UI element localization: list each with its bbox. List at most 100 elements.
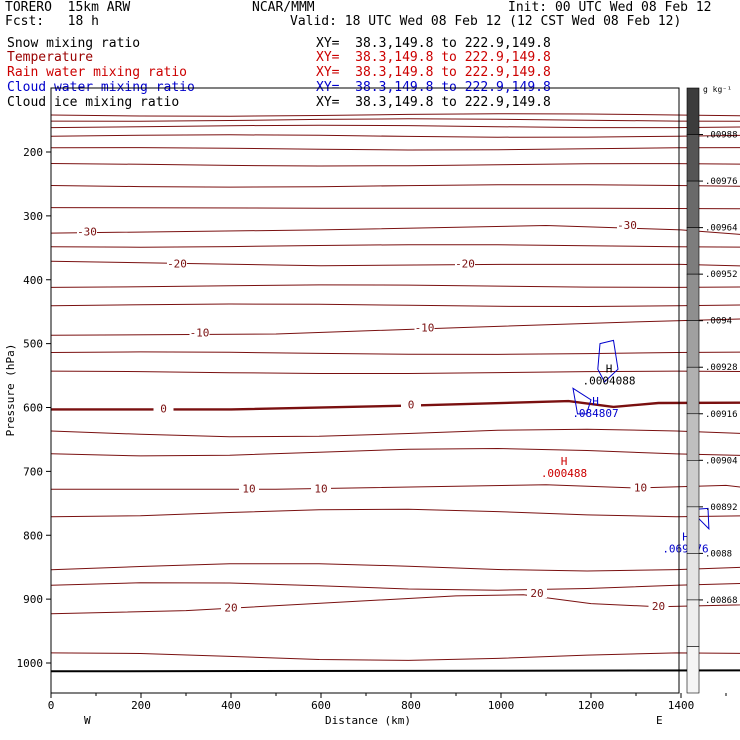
isotherm-label: 10 bbox=[242, 482, 255, 495]
colorbar-label: .00988 bbox=[705, 131, 738, 141]
isotherm-label-bg bbox=[221, 601, 241, 613]
org-title: NCAR/MMM bbox=[252, 0, 315, 15]
colorbar-label: .00892 bbox=[705, 503, 738, 513]
isotherm-label-bg bbox=[630, 481, 651, 493]
model-title: TORERO 15km ARW bbox=[5, 0, 131, 15]
isotherm-line bbox=[50, 447, 740, 457]
isotherm-line bbox=[50, 244, 740, 248]
colorbar-swatch bbox=[686, 227, 700, 275]
colorbar-swatch bbox=[686, 134, 700, 182]
isotherm-line bbox=[50, 508, 740, 518]
x-tick-label: 0 bbox=[48, 699, 55, 712]
isotherm-label: 10 bbox=[634, 482, 647, 495]
colorbar: .00988 .00976 .00964 .00952 .0094 .00928 .0091… bbox=[686, 87, 738, 694]
mixing-ratio-contour bbox=[572, 387, 592, 415]
valid-time: Valid: 18 UTC Wed 08 Feb 12 (12 CST Wed … bbox=[290, 14, 682, 29]
colorbar-label: .0094 bbox=[705, 317, 732, 327]
isotherm--40 bbox=[50, 207, 740, 210]
y-tick-label: 900 bbox=[23, 593, 43, 606]
colorbar-swatch bbox=[686, 553, 700, 601]
isotherm-label-bg bbox=[527, 587, 547, 599]
mixing-ratio-contour bbox=[597, 339, 619, 383]
colorbar-label: .00904 bbox=[705, 456, 738, 466]
isotherm-label: -30 bbox=[617, 219, 637, 232]
legend-temperature-xy: XY= 38.3,149.8 to 222.9,149.8 bbox=[316, 50, 551, 65]
colorbar-swatch bbox=[686, 460, 700, 508]
isotherm-label: -20 bbox=[455, 257, 475, 270]
y-tick-label: 1000 bbox=[17, 657, 44, 670]
isotherm--10 bbox=[50, 318, 740, 336]
isotherm-label-bg bbox=[153, 402, 174, 414]
colorbar-swatch bbox=[686, 646, 700, 694]
legend-cloud-ice-xy: XY= 38.3,149.8 to 222.9,149.8 bbox=[316, 95, 551, 110]
isotherm-line bbox=[50, 118, 740, 122]
contour-labels: H.0004088H.084807H.000488H.144835H.06997… bbox=[541, 362, 709, 555]
isotherm-line bbox=[50, 124, 740, 129]
isotherm-label-bg bbox=[311, 482, 331, 494]
isotherm-line bbox=[50, 284, 740, 288]
isotherm-line bbox=[50, 428, 740, 438]
isotherm-label: 20 bbox=[652, 600, 665, 613]
isotherm-line bbox=[50, 163, 740, 167]
y-tick-label: 300 bbox=[23, 210, 43, 223]
isotherm-label: 0 bbox=[408, 399, 415, 412]
isotherm-line bbox=[50, 370, 740, 374]
isotherm--20 bbox=[50, 260, 740, 267]
plot-frame bbox=[50, 87, 680, 694]
colorbar-label: .00964 bbox=[705, 224, 738, 234]
isotherm-label: -30 bbox=[77, 225, 97, 238]
isotherm-label: 20 bbox=[224, 602, 237, 615]
colorbar-swatch bbox=[686, 506, 700, 554]
isotherm-label-bg bbox=[414, 321, 435, 333]
isotherm-line bbox=[50, 652, 740, 661]
isotherm-10 bbox=[51, 484, 740, 490]
legend-snow-label: Snow mixing ratio bbox=[7, 36, 141, 51]
x-tick-label: 600 bbox=[311, 699, 331, 712]
isotherm-label: 20 bbox=[530, 587, 543, 600]
x-tick-label: 400 bbox=[221, 699, 241, 712]
high-value: .000488 bbox=[541, 467, 587, 480]
high-value: .0004088 bbox=[583, 374, 636, 387]
isotherm-label-bg bbox=[455, 257, 475, 269]
init-time: Init: 00 UTC Wed 08 Feb 12 bbox=[508, 0, 712, 15]
y-tick-label: 800 bbox=[23, 529, 43, 542]
high-marker: H bbox=[682, 530, 689, 543]
x-tick-label: 1000 bbox=[488, 699, 515, 712]
x-axis-left-end: W bbox=[84, 714, 91, 727]
isotherm-label: -10 bbox=[190, 326, 210, 339]
isotherm-20 bbox=[50, 594, 740, 615]
high-marker: H bbox=[606, 362, 613, 375]
high-marker: H bbox=[592, 395, 599, 408]
axes: 0200400600800100012001400160018002000220… bbox=[17, 146, 727, 712]
colorbar-swatch bbox=[686, 180, 700, 228]
colorbar-swatch bbox=[686, 413, 700, 461]
isotherm-line bbox=[50, 147, 740, 151]
isotherm-0 bbox=[51, 399, 740, 411]
x-tick-label: 200 bbox=[131, 699, 151, 712]
high-value: .084807 bbox=[572, 407, 618, 420]
legend-rain-label: Rain water mixing ratio bbox=[7, 65, 188, 80]
isotherm-label: 0 bbox=[160, 402, 167, 415]
isotherm-line bbox=[50, 184, 740, 188]
x-tick-label: 1400 bbox=[668, 699, 695, 712]
isotherm-label-bg bbox=[167, 257, 187, 269]
terrain-line bbox=[50, 669, 740, 673]
colorbar-swatch bbox=[686, 366, 700, 415]
isotherm-line bbox=[50, 582, 740, 591]
colorbar-label: .00952 bbox=[705, 270, 738, 280]
legend-cloud-water-label: Cloud water mixing ratio bbox=[7, 80, 195, 95]
isotherm-label: 10 bbox=[314, 482, 327, 495]
y-tick-label: 600 bbox=[23, 402, 43, 415]
y-tick-label: 400 bbox=[23, 274, 43, 287]
isotherm-label-bg bbox=[189, 326, 210, 338]
colorbar-label: .00976 bbox=[705, 177, 738, 187]
legend-rain-xy: XY= 38.3,149.8 to 222.9,149.8 bbox=[316, 65, 551, 80]
forecast-hour: Fcst: 18 h bbox=[5, 14, 99, 29]
isotherm-label-bg bbox=[617, 219, 637, 231]
y-tick-label: 700 bbox=[23, 465, 43, 478]
isotherm-label-bg bbox=[77, 225, 97, 237]
colorbar-label: .00868 bbox=[705, 596, 738, 606]
isotherm-label: -20 bbox=[167, 257, 187, 270]
y-axis-label: Pressure (hPa) bbox=[4, 344, 17, 437]
